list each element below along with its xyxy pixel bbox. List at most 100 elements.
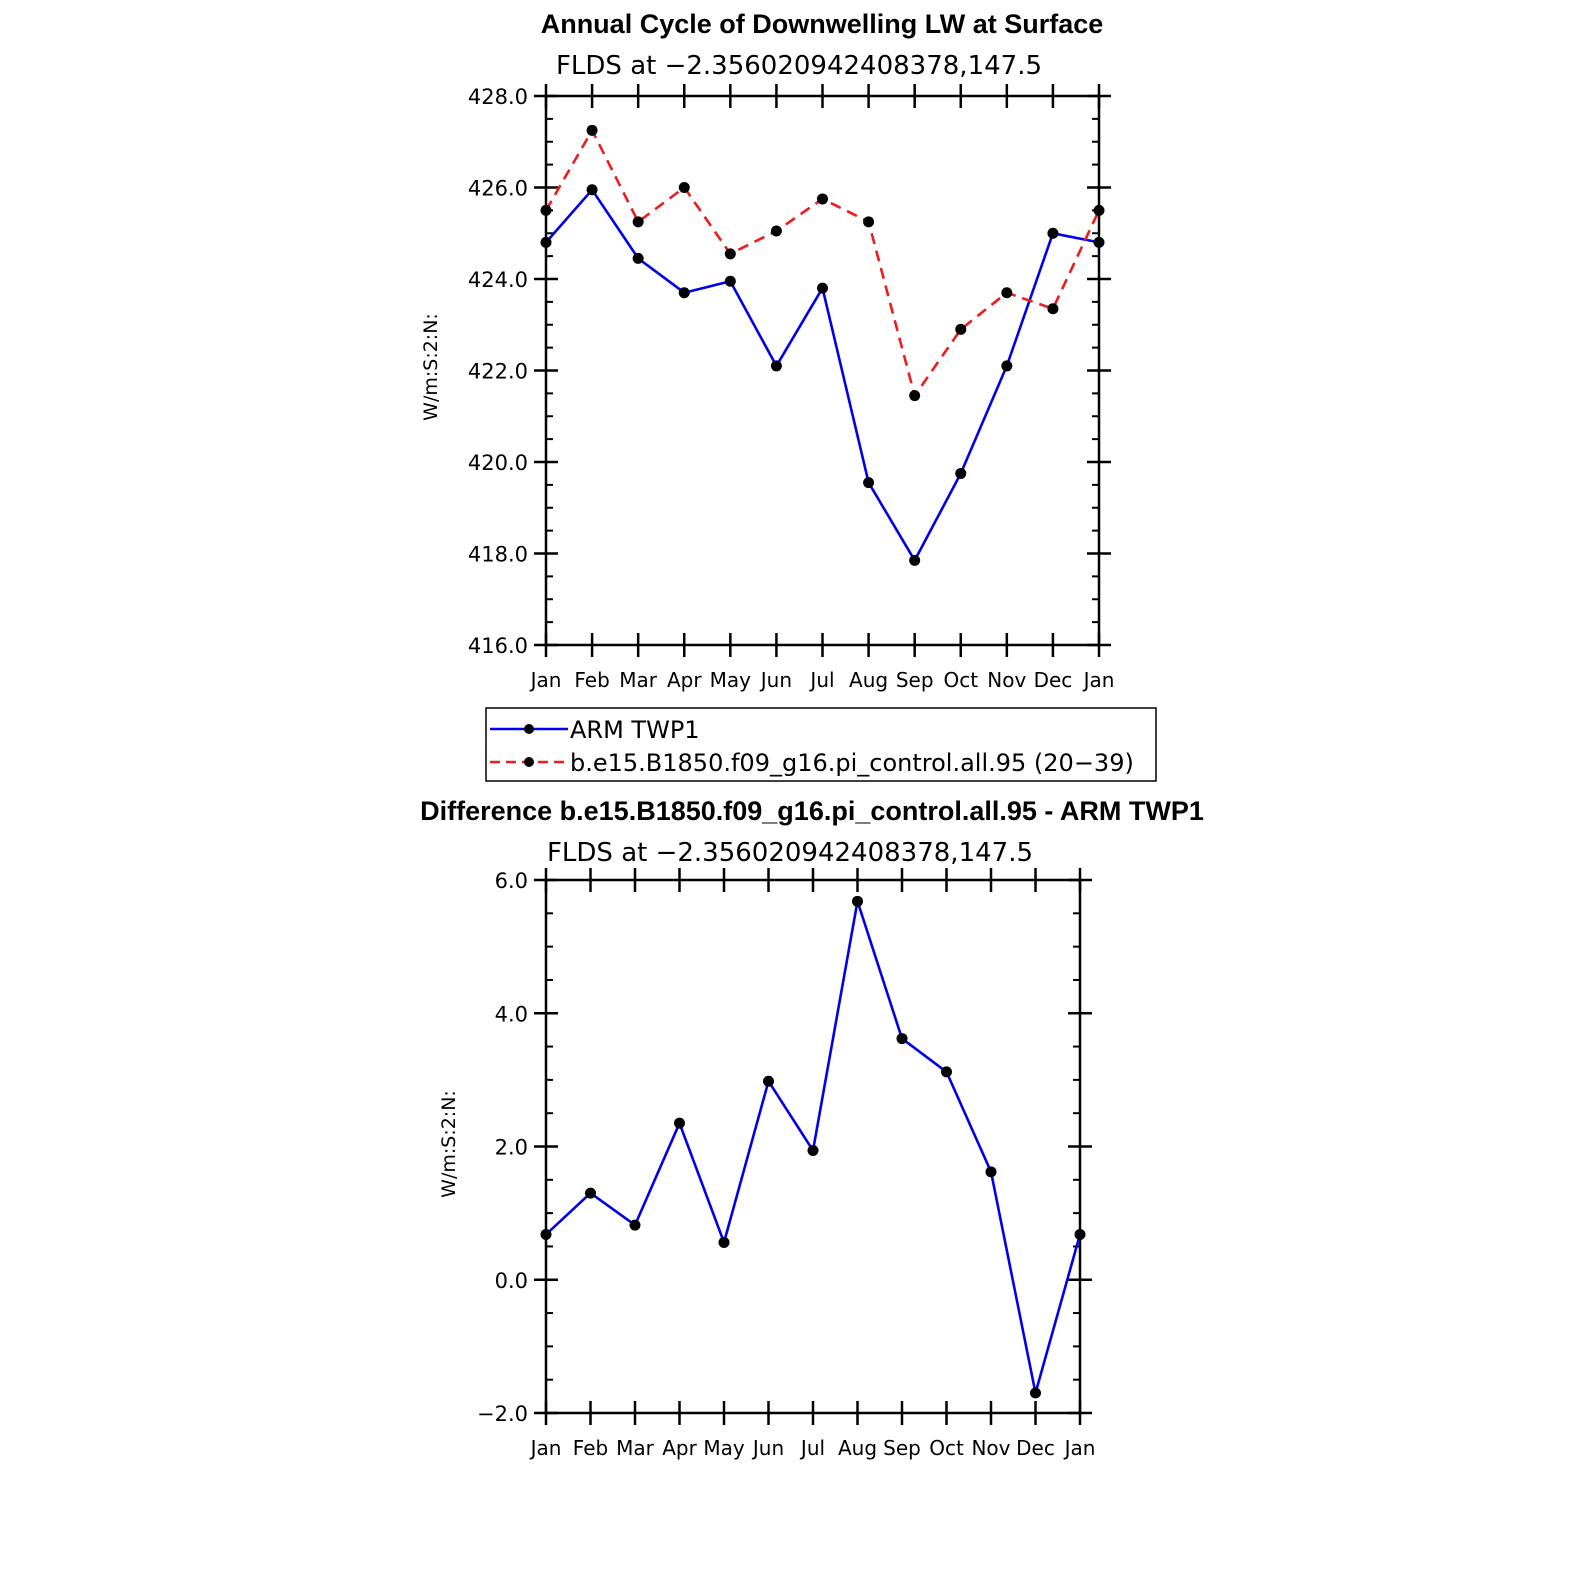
data-point	[724, 248, 736, 260]
legend-label-arm: ARM TWP1	[570, 716, 700, 744]
data-point	[1074, 1228, 1086, 1240]
x-tick-label: Jan	[529, 668, 562, 692]
x-tick-label: Jul	[799, 1436, 825, 1460]
x-tick-label: May	[703, 1436, 745, 1460]
x-tick-label: Jun	[751, 1436, 784, 1460]
series-layer	[540, 124, 1105, 566]
x-tick-label: Sep	[896, 668, 934, 692]
data-point	[718, 1236, 730, 1248]
chart-title: Annual Cycle of Downwelling LW at Surfac…	[541, 9, 1104, 39]
data-point	[540, 204, 552, 216]
legend: ARM TWP1 b.e15.B1850.f09_g16.pi_control.…	[485, 707, 1157, 782]
data-point	[586, 184, 598, 196]
data-point	[1093, 204, 1105, 216]
x-tick-label: Mar	[616, 1436, 655, 1460]
x-tick-label: Dec	[1016, 1436, 1055, 1460]
data-point	[807, 1144, 819, 1156]
y-axis-label: W/m:S:2:N:	[438, 1090, 460, 1198]
data-point	[632, 252, 644, 264]
y-tick-label: 420.0	[468, 451, 528, 475]
data-point	[941, 1066, 952, 1078]
data-point	[817, 193, 828, 205]
y-tick-label: 424.0	[468, 268, 528, 292]
x-tick-label: Oct	[943, 668, 978, 692]
x-tick-label: Jan	[1063, 1436, 1096, 1460]
chart-subtitle: FLDS at −2.356020942408378,147.5	[547, 838, 1033, 868]
chart-subtitle: FLDS at −2.356020942408378,147.5	[556, 51, 1042, 81]
axes-frame	[534, 84, 1111, 657]
data-point	[1001, 287, 1013, 299]
data-point	[1001, 360, 1013, 372]
x-tick-label: Jan	[1082, 668, 1115, 692]
data-point	[540, 1228, 552, 1240]
plot-frame	[544, 94, 1101, 647]
x-tick-label: Mar	[619, 668, 658, 692]
y-tick-label: 422.0	[468, 360, 528, 384]
data-point	[586, 124, 598, 136]
x-tick-label: Nov	[987, 668, 1026, 692]
x-tick-label: Apr	[667, 668, 702, 692]
data-point	[770, 225, 782, 237]
x-tick-label: Jul	[808, 668, 834, 692]
x-tick-label: Apr	[662, 1436, 697, 1460]
data-point	[863, 216, 875, 228]
data-point	[540, 236, 552, 248]
legend-label-model: b.e15.B1850.f09_g16.pi_control.all.95 (2…	[570, 749, 1134, 777]
y-tick-label: −2.0	[477, 1402, 528, 1426]
data-point	[632, 216, 644, 228]
data-point	[1047, 303, 1059, 315]
data-point	[674, 1117, 685, 1129]
x-tick-label: Jun	[759, 668, 792, 692]
x-tick-label: Aug	[838, 1436, 877, 1460]
y-tick-label: 2.0	[495, 1136, 528, 1160]
y-tick-label: 0.0	[495, 1269, 528, 1293]
y-tick-label: 418.0	[468, 543, 528, 567]
data-point	[1030, 1387, 1041, 1399]
data-point	[678, 182, 690, 193]
y-tick-label: 428.0	[468, 85, 528, 109]
x-tick-labels: Jan Feb Mar Apr May Jun Jul Aug Sep Oct Nov Dec Jan	[529, 1436, 1096, 1460]
data-point	[863, 477, 875, 489]
data-point	[985, 1166, 997, 1178]
y-axis-label: W/m:S:2:N:	[420, 313, 442, 421]
data-point	[955, 467, 967, 479]
legend-marker-arm	[524, 724, 534, 734]
y-tick-label: 426.0	[468, 177, 528, 201]
data-point	[955, 323, 967, 335]
data-point	[1093, 236, 1105, 248]
data-point	[1047, 227, 1059, 239]
x-tick-label: Feb	[573, 1436, 608, 1460]
x-tick-label: Sep	[883, 1436, 921, 1460]
x-tick-label: Jan	[529, 1436, 562, 1460]
y-tick-label: 416.0	[468, 634, 528, 658]
y-tick-labels: 416.0 418.0 420.0 422.0 424.0 426.0 428.0	[468, 85, 528, 658]
data-point	[852, 895, 863, 907]
x-tick-label: May	[710, 668, 752, 692]
data-point	[629, 1219, 641, 1231]
data-point	[763, 1075, 774, 1087]
data-point	[724, 275, 736, 287]
chart-difference: Difference b.e15.B1850.f09_g16.pi_contro…	[420, 796, 1204, 1460]
series-layer	[540, 895, 1086, 1399]
data-point	[817, 282, 828, 294]
x-tick-label: Nov	[971, 1436, 1010, 1460]
x-tick-label: Aug	[849, 668, 888, 692]
data-point	[678, 287, 690, 299]
series-line-1	[544, 129, 1101, 398]
data-point	[770, 360, 782, 372]
series-line-0	[545, 188, 1100, 562]
data-point	[585, 1187, 596, 1199]
y-tick-label: 4.0	[495, 1002, 528, 1026]
x-tick-label: Feb	[574, 668, 609, 692]
legend-marker-model	[524, 757, 534, 767]
data-point	[909, 554, 921, 566]
x-tick-label: Dec	[1034, 668, 1073, 692]
chart-annual-cycle: Annual Cycle of Downwelling LW at Surfac…	[420, 9, 1157, 782]
legend-box	[485, 707, 1157, 782]
axes-frame	[534, 868, 1092, 1425]
y-tick-labels: −2.0 0.0 2.0 4.0 6.0	[477, 869, 528, 1426]
data-point	[909, 390, 921, 402]
chart-title: Difference b.e15.B1850.f09_g16.pi_contro…	[420, 796, 1204, 826]
y-tick-label: 6.0	[495, 869, 528, 893]
